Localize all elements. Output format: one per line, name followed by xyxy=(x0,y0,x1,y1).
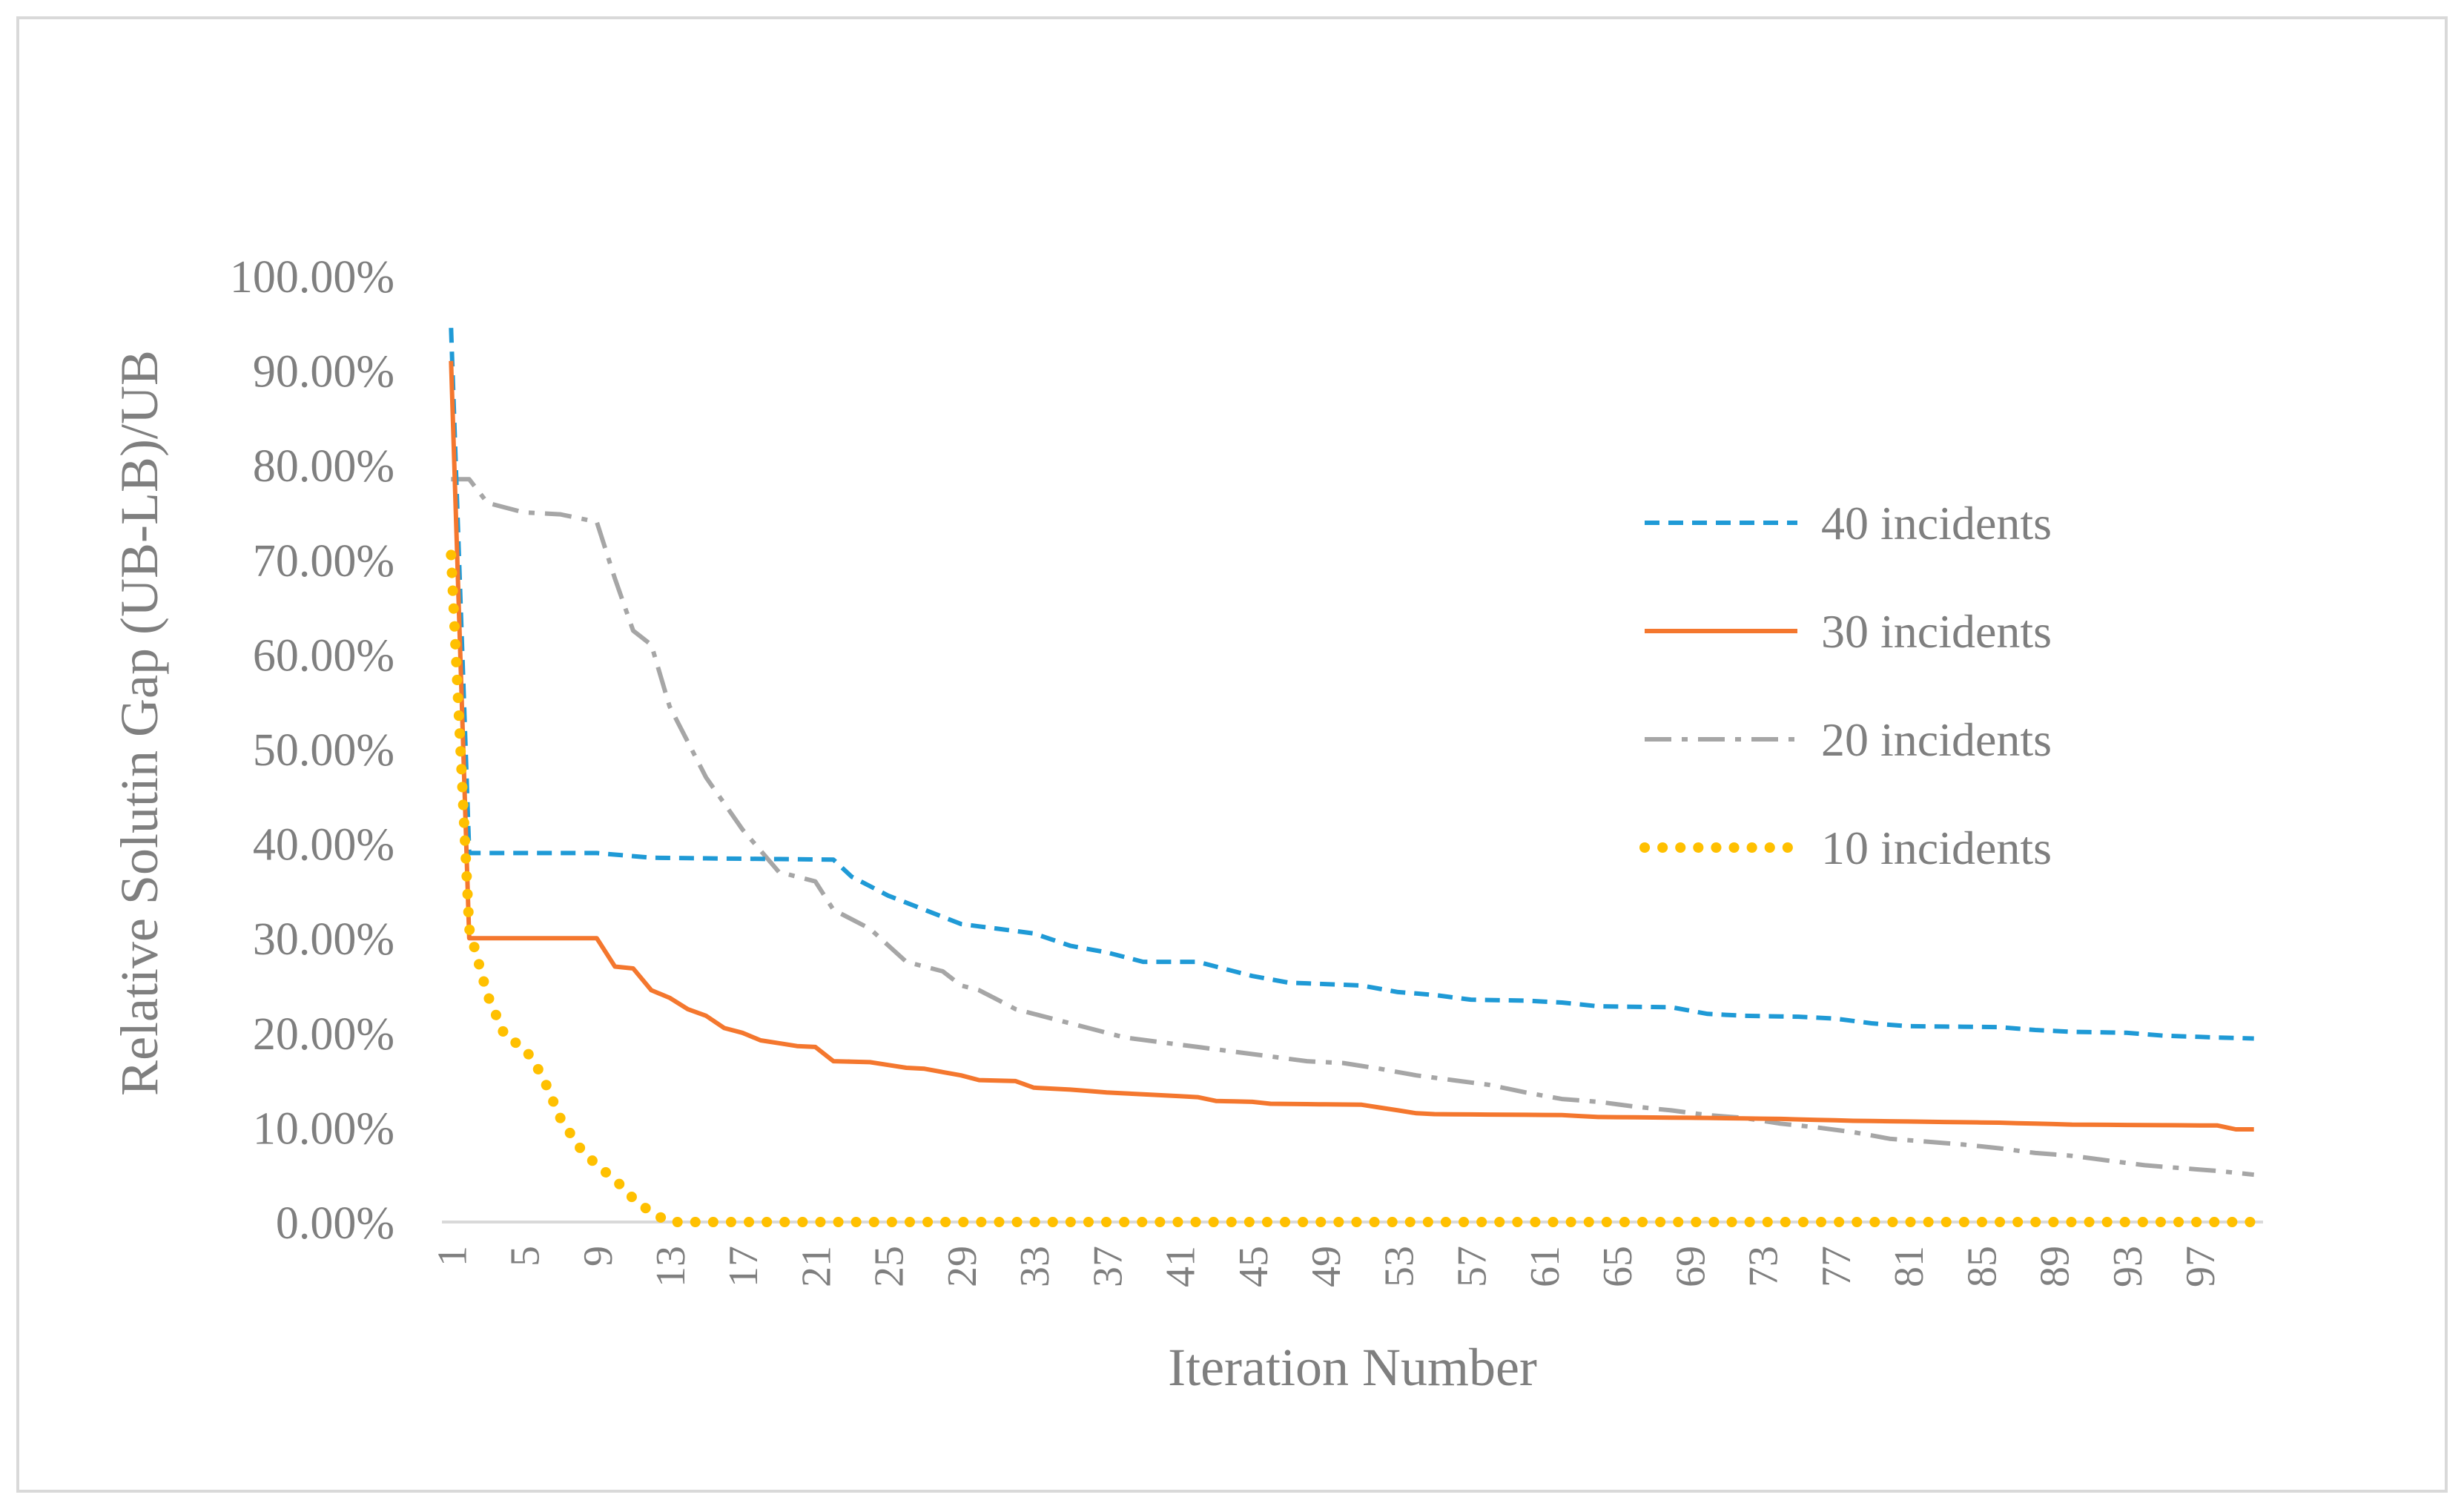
x-tick-label: 65 xyxy=(1595,1246,1641,1287)
x-tick-label: 73 xyxy=(1741,1246,1787,1287)
x-tick-label: 85 xyxy=(1959,1246,2005,1287)
legend-label: 10 incidents xyxy=(1821,822,2052,874)
y-tick-label: 0.00% xyxy=(276,1198,394,1249)
x-tick-label: 45 xyxy=(1231,1246,1277,1287)
x-tick-label: 53 xyxy=(1376,1246,1422,1287)
x-tick-label: 25 xyxy=(867,1246,913,1287)
x-tick-label: 9 xyxy=(575,1246,621,1267)
x-tick-label: 21 xyxy=(793,1246,839,1287)
x-tick-label: 29 xyxy=(939,1246,985,1287)
y-tick-label: 30.00% xyxy=(253,914,394,965)
y-tick-label: 60.00% xyxy=(253,630,394,681)
x-tick-label: 93 xyxy=(2105,1246,2151,1287)
legend: 40 incidents 30 incidents 20 incidents 10 i… xyxy=(1639,497,2052,874)
legend-label: 20 incidents xyxy=(1821,713,2052,766)
y-tick-label: 80.00% xyxy=(253,441,394,492)
y-axis-title: Relative Solutin Gap (UB-LB)/UB xyxy=(110,350,169,1096)
y-tick-label: 100.00% xyxy=(230,252,394,303)
x-tick-label: 13 xyxy=(648,1246,694,1287)
y-tick-label: 10.00% xyxy=(253,1103,394,1154)
x-tick-label: 33 xyxy=(1012,1246,1058,1287)
series-lines xyxy=(446,328,2259,1227)
y-tick-label: 70.00% xyxy=(253,536,394,587)
x-tick-label: 37 xyxy=(1085,1246,1131,1287)
x-tick-label: 77 xyxy=(1814,1246,1860,1287)
y-tick-label: 20.00% xyxy=(253,1009,394,1060)
x-tick-label: 49 xyxy=(1304,1246,1350,1287)
legend-label: 30 incidents xyxy=(1821,605,2052,658)
x-tick-label: 5 xyxy=(503,1246,549,1267)
y-tick-label: 90.00% xyxy=(253,347,394,397)
x-tick-label: 41 xyxy=(1158,1246,1204,1287)
x-tick-label: 17 xyxy=(721,1246,767,1287)
series-line-20-incidents xyxy=(451,477,2255,1178)
x-tick-label: 69 xyxy=(1668,1246,1714,1287)
x-axis-title: Iteration Number xyxy=(1168,1338,1537,1397)
x-tick-label: 57 xyxy=(1450,1246,1496,1287)
x-tick-label: 81 xyxy=(1886,1246,1932,1287)
x-tick-label: 61 xyxy=(1522,1246,1568,1287)
series-line-10-incidents xyxy=(446,549,2259,1227)
x-tick-label: 1 xyxy=(429,1246,475,1267)
series-line-40-incidents xyxy=(449,328,2254,1041)
legend-label: 40 incidents xyxy=(1821,497,2052,549)
y-tick-label: 50.00% xyxy=(253,725,394,776)
x-axis-ticks: 1 5 9 13 17 21 25 29 33 37 41 45 49 53 57 61 65 69 73 77 81 8… xyxy=(429,1246,2224,1287)
series-line-30-incidents xyxy=(449,360,2254,1132)
y-axis-ticks: 0.00% 10.00% 20.00% 30.00% 40.00% 50.00% 60.00… xyxy=(230,252,394,1249)
chart-frame xyxy=(16,16,2448,1493)
y-tick-label: 40.00% xyxy=(253,820,394,871)
x-tick-label: 89 xyxy=(2032,1246,2078,1287)
x-tick-label: 97 xyxy=(2178,1246,2224,1287)
